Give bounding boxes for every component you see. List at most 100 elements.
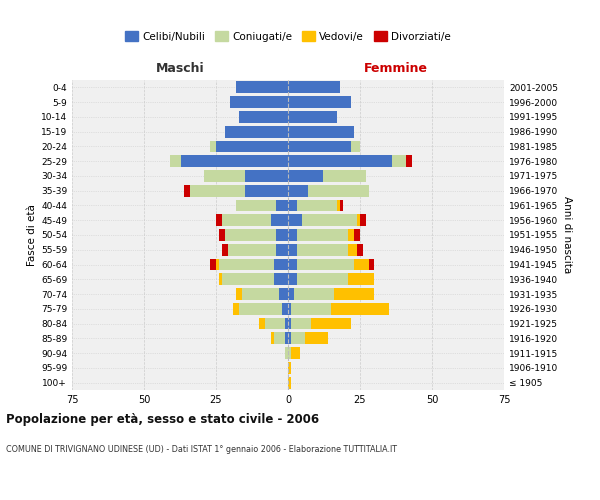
- Text: Femmine: Femmine: [364, 62, 428, 75]
- Bar: [224, 229, 277, 241]
- Bar: [340, 200, 343, 211]
- Bar: [277, 200, 288, 211]
- Bar: [288, 170, 323, 182]
- Bar: [219, 229, 224, 241]
- Bar: [352, 140, 360, 152]
- Bar: [288, 214, 302, 226]
- Bar: [291, 318, 311, 330]
- Bar: [282, 303, 288, 314]
- Bar: [291, 303, 331, 314]
- Bar: [349, 274, 374, 285]
- Bar: [285, 318, 288, 330]
- Bar: [230, 96, 288, 108]
- Bar: [288, 185, 308, 196]
- Bar: [302, 214, 357, 226]
- Bar: [291, 332, 305, 344]
- Bar: [219, 258, 274, 270]
- Bar: [236, 82, 288, 94]
- Bar: [354, 229, 360, 241]
- Bar: [285, 332, 288, 344]
- Bar: [288, 258, 296, 270]
- Bar: [288, 96, 352, 108]
- Bar: [265, 318, 285, 330]
- Bar: [219, 274, 222, 285]
- Bar: [205, 170, 245, 182]
- Bar: [288, 347, 291, 359]
- Bar: [296, 244, 349, 256]
- Bar: [406, 156, 412, 167]
- Bar: [296, 200, 337, 211]
- Bar: [271, 332, 274, 344]
- Bar: [274, 274, 288, 285]
- Bar: [392, 156, 406, 167]
- Bar: [277, 244, 288, 256]
- Bar: [305, 332, 328, 344]
- Bar: [291, 347, 299, 359]
- Bar: [323, 170, 366, 182]
- Bar: [210, 140, 216, 152]
- Bar: [288, 303, 291, 314]
- Bar: [233, 303, 239, 314]
- Bar: [245, 185, 288, 196]
- Bar: [184, 185, 190, 196]
- Bar: [239, 303, 282, 314]
- Bar: [288, 318, 291, 330]
- Bar: [285, 347, 288, 359]
- Bar: [216, 214, 222, 226]
- Bar: [288, 274, 296, 285]
- Bar: [239, 111, 288, 123]
- Bar: [288, 82, 340, 94]
- Text: COMUNE DI TRIVIGNANO UDINESE (UD) - Dati ISTAT 1° gennaio 2006 - Elaborazione TU: COMUNE DI TRIVIGNANO UDINESE (UD) - Dati…: [6, 445, 397, 454]
- Bar: [357, 214, 360, 226]
- Bar: [245, 170, 288, 182]
- Bar: [236, 200, 277, 211]
- Bar: [360, 214, 366, 226]
- Bar: [334, 288, 374, 300]
- Bar: [242, 288, 280, 300]
- Bar: [288, 126, 354, 138]
- Bar: [288, 332, 291, 344]
- Bar: [296, 274, 349, 285]
- Bar: [222, 244, 227, 256]
- Bar: [368, 258, 374, 270]
- Bar: [288, 156, 392, 167]
- Bar: [288, 244, 296, 256]
- Bar: [216, 140, 288, 152]
- Bar: [210, 258, 216, 270]
- Bar: [271, 214, 288, 226]
- Bar: [308, 185, 368, 196]
- Bar: [227, 244, 277, 256]
- Bar: [288, 362, 291, 374]
- Y-axis label: Fasce di età: Fasce di età: [27, 204, 37, 266]
- Bar: [222, 214, 271, 226]
- Bar: [288, 288, 294, 300]
- Bar: [280, 288, 288, 300]
- Bar: [311, 318, 352, 330]
- Bar: [288, 200, 296, 211]
- Bar: [236, 288, 242, 300]
- Bar: [216, 258, 219, 270]
- Bar: [357, 244, 363, 256]
- Bar: [259, 318, 265, 330]
- Bar: [181, 156, 288, 167]
- Bar: [277, 229, 288, 241]
- Bar: [294, 288, 334, 300]
- Bar: [170, 156, 181, 167]
- Bar: [349, 244, 357, 256]
- Bar: [296, 229, 349, 241]
- Legend: Celibi/Nubili, Coniugati/e, Vedovi/e, Divorziati/e: Celibi/Nubili, Coniugati/e, Vedovi/e, Di…: [123, 30, 453, 44]
- Y-axis label: Anni di nascita: Anni di nascita: [562, 196, 572, 274]
- Bar: [354, 258, 368, 270]
- Bar: [331, 303, 389, 314]
- Bar: [190, 185, 245, 196]
- Bar: [222, 274, 274, 285]
- Text: Popolazione per età, sesso e stato civile - 2006: Popolazione per età, sesso e stato civil…: [6, 412, 319, 426]
- Bar: [288, 111, 337, 123]
- Bar: [296, 258, 354, 270]
- Bar: [288, 376, 291, 388]
- Bar: [224, 126, 288, 138]
- Bar: [288, 229, 296, 241]
- Text: Maschi: Maschi: [155, 62, 205, 75]
- Bar: [288, 140, 352, 152]
- Bar: [274, 332, 285, 344]
